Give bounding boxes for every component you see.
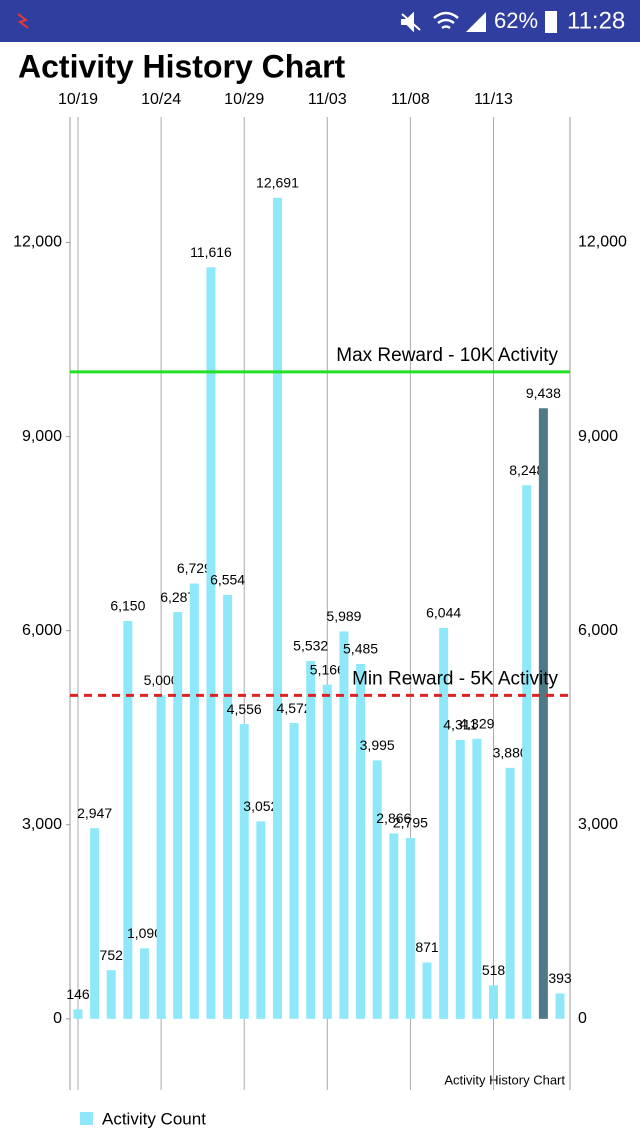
bar xyxy=(538,408,548,1019)
value-label: 3,995 xyxy=(360,737,395,753)
y-tick-label: 3,000 xyxy=(22,816,62,833)
value-label: 2,866 xyxy=(376,810,411,826)
bar xyxy=(439,627,449,1019)
bar xyxy=(123,620,133,1019)
value-label: 3,880 xyxy=(493,745,528,761)
value-label: 5,166 xyxy=(310,661,345,677)
clock: 11:28 xyxy=(567,7,625,34)
y2-tick-label: 3,000 xyxy=(578,816,618,833)
bar xyxy=(206,267,216,1019)
y-tick-label: 0 xyxy=(53,1010,62,1027)
bar xyxy=(339,631,349,1019)
mute-icon xyxy=(401,11,421,33)
legend-swatch xyxy=(80,1112,93,1125)
status-bar xyxy=(0,0,640,42)
chart-description: Activity History Chart xyxy=(444,1072,565,1087)
bar xyxy=(472,738,482,1019)
bar xyxy=(106,970,116,1019)
value-label: 3,052 xyxy=(243,798,278,814)
value-label: 12,691 xyxy=(256,175,299,191)
value-label: 2,795 xyxy=(393,815,428,831)
bar xyxy=(405,838,415,1019)
x-tick-label: 10/29 xyxy=(224,91,264,108)
chart-title: Activity History Chart xyxy=(18,48,346,84)
wifi-icon xyxy=(433,11,459,30)
bar xyxy=(322,684,332,1019)
reference-label: Min Reward - 5K Activity xyxy=(352,668,558,689)
bar xyxy=(272,197,282,1019)
y-tick-label: 9,000 xyxy=(22,428,62,445)
value-label: 4,556 xyxy=(227,701,262,717)
value-label: 6,554 xyxy=(210,572,245,588)
y2-tick-label: 9,000 xyxy=(578,428,618,445)
bar xyxy=(489,985,499,1019)
bar xyxy=(239,724,249,1019)
value-label: 752 xyxy=(100,947,124,963)
value-label: 146 xyxy=(66,986,90,1002)
x-tick-label: 11/03 xyxy=(308,91,347,108)
bar xyxy=(555,993,565,1019)
value-label: 6,044 xyxy=(426,605,461,621)
battery-icon xyxy=(545,11,557,33)
bar xyxy=(289,723,299,1019)
x-tick-label: 10/19 xyxy=(58,91,98,108)
bar xyxy=(223,594,233,1019)
value-label: 1,090 xyxy=(127,925,162,941)
value-label: 871 xyxy=(415,939,439,955)
battery-percent: 62% xyxy=(494,8,538,33)
bar xyxy=(455,739,465,1019)
bar xyxy=(189,583,199,1019)
y2-tick-label: 12,000 xyxy=(578,234,627,251)
value-label: 4,329 xyxy=(459,715,494,731)
bar xyxy=(389,833,399,1019)
value-label: 6,729 xyxy=(177,560,212,576)
value-label: 5,989 xyxy=(326,608,361,624)
value-label: 6,150 xyxy=(110,598,145,614)
value-label: 6,287 xyxy=(160,589,195,605)
app-icon xyxy=(17,13,29,29)
bar xyxy=(156,695,166,1019)
value-label: 518 xyxy=(482,962,506,978)
value-label: 5,000 xyxy=(144,672,179,688)
bar xyxy=(422,962,432,1019)
bar xyxy=(505,767,515,1019)
bar xyxy=(306,660,316,1019)
signal-icon xyxy=(466,12,486,32)
x-tick-label: 11/13 xyxy=(474,91,513,108)
value-label: 393 xyxy=(548,970,572,986)
bar xyxy=(90,828,100,1019)
value-label: 4,311 xyxy=(443,717,477,733)
value-label: 2,947 xyxy=(77,805,112,821)
value-label: 11,616 xyxy=(190,244,232,260)
value-label: 9,438 xyxy=(526,385,561,401)
bar xyxy=(372,760,382,1019)
x-tick-label: 10/24 xyxy=(141,91,181,108)
y-tick-label: 6,000 xyxy=(22,622,62,639)
legend-label: Activity Count xyxy=(102,1109,206,1128)
y2-tick-label: 6,000 xyxy=(578,622,618,639)
value-label: 4,572 xyxy=(277,700,312,716)
reference-label: Max Reward - 10K Activity xyxy=(336,345,558,366)
y2-tick-label: 0 xyxy=(578,1010,587,1027)
bar xyxy=(73,1009,83,1019)
value-label: 8,248 xyxy=(509,462,544,478)
y-tick-label: 12,000 xyxy=(13,234,62,251)
value-label: 5,532 xyxy=(293,638,328,654)
bar xyxy=(356,663,366,1019)
bar xyxy=(256,821,266,1019)
bar xyxy=(139,948,149,1019)
value-label: 5,485 xyxy=(343,641,378,657)
x-tick-label: 11/08 xyxy=(391,91,430,108)
bar xyxy=(522,485,532,1019)
bar xyxy=(173,612,183,1019)
